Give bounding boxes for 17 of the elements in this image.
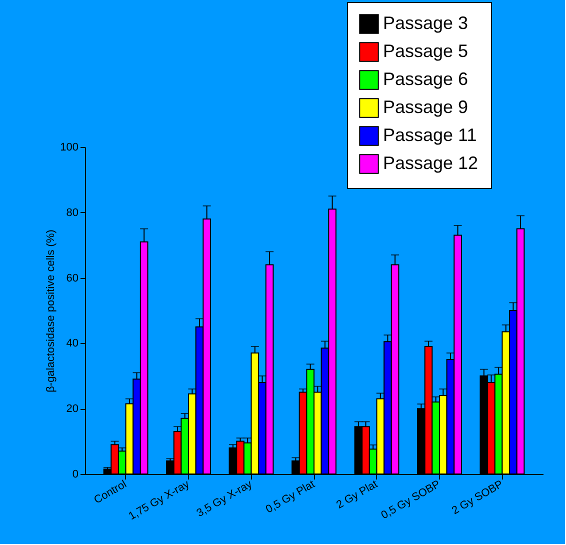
- x-tick-label: 0,5 Gy Plat: [264, 478, 317, 516]
- y-tick-label: 40: [66, 338, 78, 350]
- legend-label: Passage 5: [383, 41, 468, 61]
- x-tick-label: 3,5 Gy X-ray: [194, 478, 255, 520]
- legend-label: Passage 3: [383, 13, 468, 33]
- legend-label: Passage 11: [383, 125, 477, 145]
- legend-label: Passage 12: [383, 153, 478, 173]
- y-tick-label: 20: [66, 403, 78, 416]
- y-axis-title: β-galactosidase positive cells (%): [45, 230, 58, 392]
- legend-label: Passage 9: [383, 97, 468, 117]
- y-tick-label: 60: [66, 272, 78, 284]
- x-tick-label: 1,75 Gy X-ray: [126, 478, 192, 523]
- y-tick-label: 80: [66, 206, 78, 219]
- x-tick-label: 2 Gy Plat: [334, 478, 380, 512]
- legend-label: Passage 6: [383, 69, 468, 89]
- y-tick-label: 100: [60, 142, 78, 154]
- y-tick-label: 0: [72, 468, 78, 480]
